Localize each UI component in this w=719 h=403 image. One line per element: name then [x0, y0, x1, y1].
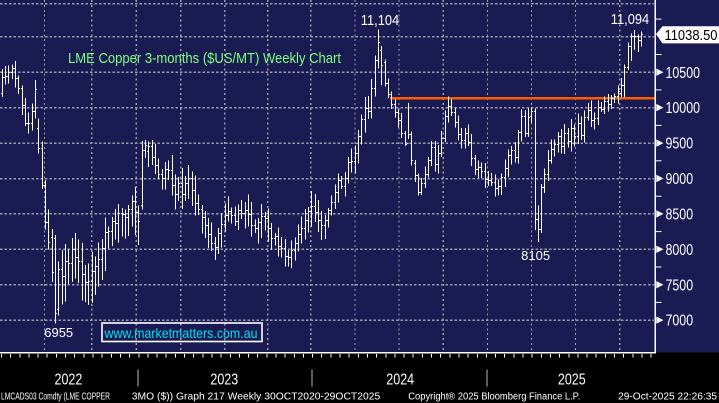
svg-text:2024: 2024	[386, 372, 414, 389]
svg-text:LME Copper 3-months ($US/MT) W: LME Copper 3-months ($US/MT) Weekly Char…	[68, 51, 341, 67]
svg-text:9500: 9500	[666, 136, 694, 153]
svg-text:29-Oct-2025 22:26:35: 29-Oct-2025 22:26:35	[618, 391, 717, 402]
svg-text:10000: 10000	[666, 100, 701, 117]
svg-text:11,104: 11,104	[361, 12, 399, 29]
svg-text:2022: 2022	[55, 372, 83, 389]
svg-text:8000: 8000	[666, 242, 694, 259]
svg-text:7500: 7500	[666, 277, 694, 294]
svg-text:3MO ($)) Graph 217 Weekly 30OC: 3MO ($)) Graph 217 Weekly 30OCT2020-29OC…	[132, 391, 381, 402]
svg-text:11038.50: 11038.50	[665, 28, 718, 44]
svg-text:LMCADS03 Comdty (LME COPPER: LMCADS03 Comdty (LME COPPER	[1, 391, 110, 402]
svg-text:8105: 8105	[521, 248, 550, 263]
svg-text:10500: 10500	[666, 65, 701, 82]
svg-text:2025: 2025	[558, 372, 586, 389]
svg-text:Copyright® 2025 Bloomberg Fina: Copyright® 2025 Bloomberg Finance L.P.	[408, 391, 580, 402]
svg-text:2023: 2023	[210, 372, 238, 389]
svg-text:9000: 9000	[666, 171, 694, 188]
svg-text:6955: 6955	[44, 325, 73, 340]
svg-text:www.marketmatters.com.au: www.marketmatters.com.au	[104, 325, 258, 341]
svg-text:7000: 7000	[666, 313, 694, 330]
svg-text:11,094: 11,094	[611, 11, 649, 28]
svg-text:8500: 8500	[666, 207, 694, 224]
